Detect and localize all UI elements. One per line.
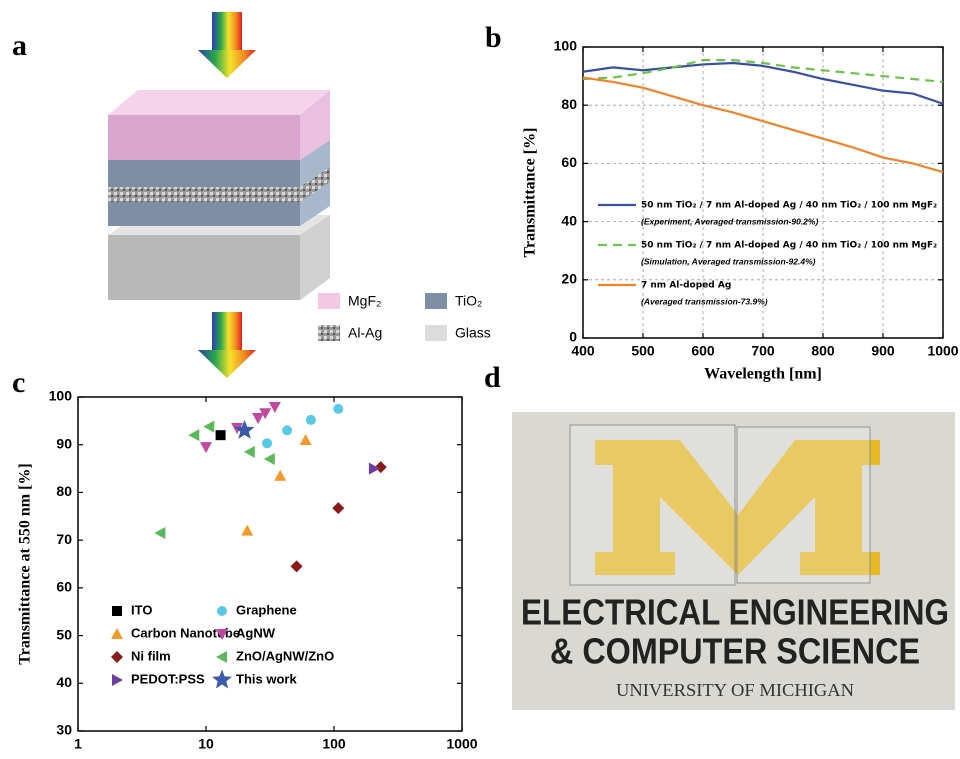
panel-d: d ELECTRICAL ENGINEERING & COMPUTER SCIE…	[484, 361, 955, 710]
legend-label: AgNW	[236, 625, 276, 640]
y-tick-label: 20	[561, 271, 577, 287]
arrow-top	[198, 12, 256, 78]
y-tick-label: 90	[56, 435, 72, 451]
panel-label: b	[485, 21, 502, 54]
marker	[259, 408, 272, 420]
legend-label: This work	[236, 671, 297, 686]
arrow-bottom	[198, 312, 256, 378]
legend-label: Al-Ag	[348, 325, 382, 341]
legend-label: PEDOT:PSS	[131, 671, 205, 686]
legend-note: (Averaged transmission-73.9%)	[641, 296, 768, 306]
marker	[234, 419, 255, 439]
legend-marker	[112, 674, 123, 686]
marker	[188, 429, 200, 442]
marker	[305, 414, 316, 425]
x-tick-label: 1000	[446, 736, 477, 752]
y-axis-title: Transmittance at 550 nm [%]	[17, 463, 34, 664]
x-axis-title: Wavelength [nm]	[704, 366, 822, 383]
y-tick-label: 100	[49, 388, 73, 404]
layer-stack	[108, 90, 330, 300]
photo-text: UNIVERSITY OF MICHIGAN	[616, 680, 854, 700]
legend-label: MgF₂	[348, 293, 381, 309]
legend-label: 50 nm TiO₂ / 7 nm Al-doped Ag / 40 nm Ti…	[641, 201, 937, 211]
legend-note: (Simulation, Averaged transmission-92.4%…	[641, 256, 816, 266]
series-line	[582, 58, 944, 84]
legend-note: (Experiment, Averaged transmission-90.2%…	[641, 216, 818, 226]
series-line	[582, 61, 944, 105]
photo-text: & COMPUTER SCIENCE	[550, 631, 920, 672]
panel-a: a MgF₂ TiO₂	[12, 12, 491, 378]
x-tick-label: 900	[871, 343, 895, 359]
x-tick-label: 800	[811, 343, 835, 359]
y-axis-title: Transmittance [%]	[522, 128, 539, 258]
photo-text: ELECTRICAL ENGINEERING	[521, 592, 949, 633]
legend-label: Graphene	[236, 602, 297, 617]
legend: MgF₂ TiO₂ Al-Ag Glass	[318, 293, 491, 341]
legend-marker	[217, 606, 227, 616]
marker	[263, 453, 275, 466]
legend-label: 7 nm Al-doped Ag	[641, 281, 731, 291]
x-tick-label: 100	[322, 736, 346, 752]
legend-label: ITO	[131, 602, 152, 617]
plot-frame	[77, 396, 463, 732]
legend-label: 50 nm TiO₂ / 7 nm Al-doped Ag / 40 nm Ti…	[641, 241, 937, 251]
legend-label: Ni film	[131, 648, 171, 663]
legend-marker	[112, 606, 122, 616]
y-tick-label: 80	[56, 483, 72, 499]
marker	[374, 461, 387, 474]
marker	[241, 524, 254, 536]
marker	[262, 438, 273, 449]
plot-frame	[582, 46, 944, 339]
y-tick-label: 0	[569, 329, 577, 345]
marker	[290, 560, 303, 573]
marker	[200, 442, 212, 454]
legend-label: Glass	[455, 325, 491, 341]
marker	[268, 402, 281, 414]
y-tick-label: 30	[56, 722, 72, 738]
legend-marker	[111, 651, 123, 663]
series-line	[582, 76, 944, 174]
x-tick-label: 700	[751, 343, 775, 359]
y-tick-label: 60	[56, 579, 72, 595]
legend-label: TiO₂	[455, 293, 482, 309]
x-tick-label: 1000	[927, 343, 958, 359]
marker	[215, 430, 226, 441]
charts: b 0 20 40 60 80 100 400 500 600 700 800 900 1000 Wavel…	[12, 21, 959, 759]
x-tick-label: 600	[691, 343, 715, 359]
glass-sample	[569, 424, 736, 586]
marker	[154, 526, 166, 539]
panel-label: c	[12, 366, 25, 399]
legend-marker	[111, 628, 123, 639]
marker	[203, 420, 215, 433]
y-tick-label: 100	[554, 38, 578, 54]
legend-marker	[212, 669, 232, 689]
marker	[299, 433, 312, 445]
y-tick-label: 40	[561, 212, 577, 228]
glass-sample	[736, 426, 871, 584]
y-tick-label: 40	[56, 674, 72, 690]
y-tick-label: 70	[56, 531, 72, 547]
y-tick-label: 50	[56, 626, 72, 642]
y-tick-label: 80	[561, 96, 577, 112]
marker	[332, 502, 345, 515]
legend-marker	[216, 629, 228, 640]
x-tick-label: 500	[631, 343, 655, 359]
marker	[333, 403, 344, 414]
marker	[282, 425, 293, 436]
marker	[252, 412, 265, 424]
logo-m	[595, 440, 880, 575]
legend-marker	[216, 651, 227, 663]
marker	[243, 445, 255, 458]
x-tick-label: 10	[198, 736, 214, 752]
panel-label: d	[484, 361, 501, 394]
marker	[274, 469, 287, 481]
x-tick-label: 400	[571, 343, 595, 359]
panel-label: a	[12, 29, 27, 62]
marker	[368, 462, 380, 475]
legend-label: ZnO/AgNW/ZnO	[236, 648, 334, 663]
y-tick-label: 60	[561, 154, 577, 170]
x-tick-label: 1	[74, 736, 82, 752]
legend-label: Carbon Nanotube	[131, 625, 240, 640]
